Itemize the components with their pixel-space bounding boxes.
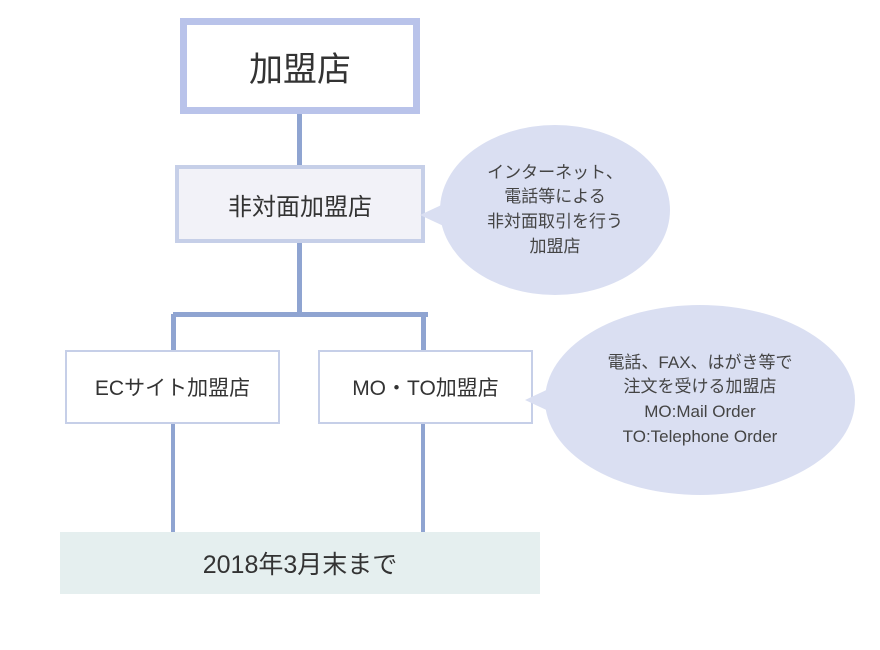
node-moto: MO・TO加盟店 xyxy=(318,350,533,424)
connector xyxy=(171,314,176,350)
connector xyxy=(297,114,302,165)
callout-tail xyxy=(525,386,555,414)
node-ec-site: ECサイト加盟店 xyxy=(65,350,280,424)
deadline-label: 2018年3月末まで xyxy=(203,545,398,581)
node-root: 加盟店 xyxy=(180,18,420,114)
connector xyxy=(173,312,428,317)
node-non-face-label: 非対面加盟店 xyxy=(228,187,372,222)
connector xyxy=(171,424,175,534)
callout-tail xyxy=(420,201,450,229)
callout-text: インターネット、電話等による非対面取引を行う加盟店 xyxy=(487,161,623,260)
node-non-face-to-face: 非対面加盟店 xyxy=(175,165,425,243)
node-root-label: 加盟店 xyxy=(249,42,351,91)
callout-text: 電話、FAX、はがき等で注文を受ける加盟店MO:Mail OrderTO:Tel… xyxy=(607,351,792,450)
deadline-band: 2018年3月末まで xyxy=(60,532,540,594)
node-ec-label: ECサイト加盟店 xyxy=(95,372,250,402)
callout-moto-description: 電話、FAX、はがき等で注文を受ける加盟店MO:Mail OrderTO:Tel… xyxy=(545,305,855,495)
node-moto-label: MO・TO加盟店 xyxy=(352,372,499,402)
connector xyxy=(297,243,302,314)
connector xyxy=(421,314,426,350)
connector xyxy=(421,424,425,534)
callout-non-face-description: インターネット、電話等による非対面取引を行う加盟店 xyxy=(440,125,670,295)
